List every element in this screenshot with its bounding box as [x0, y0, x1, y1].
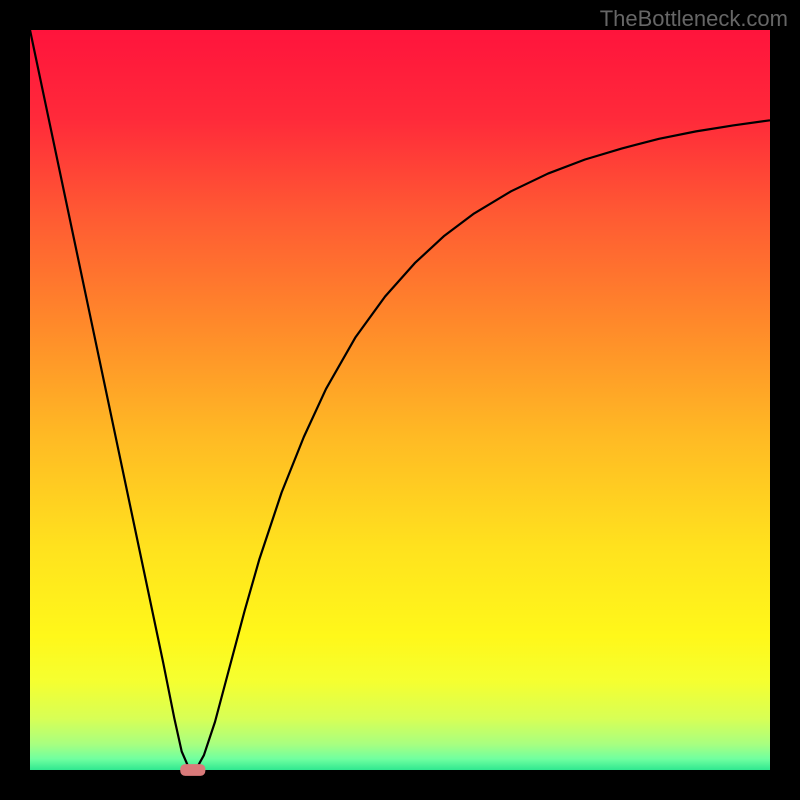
chart-container: TheBottleneck.com: [0, 0, 800, 800]
bottleneck-chart: [0, 0, 800, 800]
watermark-text: TheBottleneck.com: [600, 6, 788, 32]
optimal-marker: [180, 764, 205, 776]
gradient-background: [30, 30, 770, 770]
